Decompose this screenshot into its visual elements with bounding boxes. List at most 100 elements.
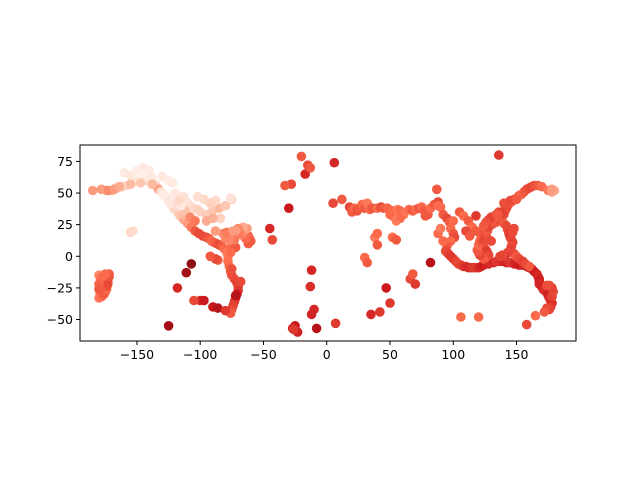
scatter-point bbox=[366, 309, 376, 320]
scatter-point bbox=[494, 150, 504, 160]
y-tick-label: 50 bbox=[57, 186, 73, 201]
scatter-point bbox=[337, 194, 347, 205]
scatter-point bbox=[530, 310, 541, 321]
scatter-point bbox=[87, 185, 98, 196]
scatter-point bbox=[448, 216, 459, 226]
scatter-point bbox=[425, 257, 436, 268]
x-tick-label: 0 bbox=[323, 347, 331, 362]
scatter-point bbox=[213, 303, 223, 313]
scatter-point bbox=[306, 265, 317, 276]
x-tick-label: −100 bbox=[183, 347, 217, 362]
y-tick-label: 75 bbox=[57, 154, 73, 169]
x-tick-label: −150 bbox=[120, 347, 154, 362]
scatter-point bbox=[456, 312, 466, 322]
scatter-point bbox=[478, 221, 489, 231]
scatter-point bbox=[208, 213, 218, 224]
scatter-point bbox=[284, 203, 294, 213]
scatter-point bbox=[473, 312, 484, 322]
scatter-point bbox=[435, 223, 446, 234]
scatter-point bbox=[165, 198, 175, 208]
scatter-point bbox=[190, 216, 200, 226]
y-tick-label: 0 bbox=[65, 249, 73, 264]
scatter-point bbox=[305, 281, 316, 292]
scatter-point bbox=[227, 264, 237, 274]
scatter-point bbox=[225, 193, 236, 203]
scatter-point bbox=[225, 247, 236, 258]
scatter-point bbox=[235, 276, 246, 287]
scatter-point bbox=[362, 257, 373, 268]
x-tick-label: 100 bbox=[441, 347, 465, 362]
scatter-point bbox=[199, 295, 209, 306]
scatter-point bbox=[547, 184, 557, 195]
scatter-point bbox=[511, 194, 522, 205]
scatter-point bbox=[385, 298, 395, 308]
scatter-point bbox=[385, 209, 395, 220]
scatter-point bbox=[492, 209, 503, 220]
scatter-point bbox=[265, 223, 275, 234]
scatter-point bbox=[486, 236, 497, 246]
scatter-point bbox=[147, 179, 157, 189]
scatter-point bbox=[205, 251, 216, 262]
scatter-point bbox=[230, 290, 241, 301]
scatter-point bbox=[181, 267, 192, 278]
y-axis: −50 −25 0 25 50 75 bbox=[47, 154, 80, 327]
x-axis: −150 −100 −50 0 50 100 150 bbox=[120, 341, 529, 362]
scatter-point bbox=[524, 261, 534, 272]
scatter-point bbox=[521, 319, 532, 330]
scatter-point bbox=[280, 180, 290, 191]
scatter-point bbox=[372, 228, 383, 239]
scatter-point bbox=[375, 307, 385, 317]
scatter-point bbox=[408, 269, 418, 279]
scatter-point bbox=[163, 321, 174, 331]
scatter-point bbox=[542, 280, 552, 291]
scatter-point bbox=[172, 283, 183, 293]
scatter-point bbox=[432, 184, 442, 195]
scatter-point bbox=[167, 178, 178, 188]
scatter-point bbox=[381, 283, 392, 293]
x-tick-label: 150 bbox=[505, 347, 529, 362]
scatter-point bbox=[330, 318, 341, 329]
scatter-point bbox=[267, 235, 278, 245]
scatter-point bbox=[189, 295, 199, 306]
scatter-point bbox=[495, 251, 505, 262]
scatter-point bbox=[306, 309, 317, 320]
scatter-point bbox=[125, 170, 136, 181]
scatter-point bbox=[210, 226, 221, 236]
scatter-point bbox=[391, 235, 402, 245]
scatter-point bbox=[228, 226, 238, 236]
scatter-point bbox=[464, 231, 475, 241]
scatter-point bbox=[329, 157, 340, 168]
y-tick-label: −25 bbox=[47, 280, 73, 295]
scatter-point bbox=[372, 240, 383, 250]
scatter-point bbox=[94, 284, 104, 295]
scatter-point bbox=[539, 307, 550, 317]
scatter-point bbox=[328, 198, 338, 208]
scatter-point bbox=[420, 211, 431, 221]
x-tick-label: 50 bbox=[382, 347, 398, 362]
scatter-point bbox=[438, 236, 448, 246]
scatter-point bbox=[311, 323, 322, 334]
scatter-point bbox=[192, 192, 203, 202]
scatter-point bbox=[289, 324, 299, 335]
scatter-point bbox=[410, 279, 421, 289]
scatter-point bbox=[135, 178, 146, 188]
scatter-point bbox=[125, 227, 136, 238]
scatter-point bbox=[173, 195, 184, 206]
scatter-point bbox=[215, 213, 226, 224]
scatter-point bbox=[114, 181, 124, 192]
scatter-point bbox=[125, 179, 136, 189]
scatter-point bbox=[220, 305, 231, 316]
scatter-point bbox=[98, 271, 108, 282]
scatter-point bbox=[220, 200, 231, 211]
scatter-point bbox=[144, 165, 155, 176]
y-tick-label: 25 bbox=[57, 217, 73, 232]
scatter-point bbox=[433, 200, 443, 211]
points-layer bbox=[87, 150, 560, 337]
plot-frame bbox=[79, 144, 577, 342]
x-tick-label: −50 bbox=[250, 347, 276, 362]
scatter-point bbox=[186, 259, 197, 269]
scatter-point bbox=[296, 151, 307, 162]
y-tick-label: −50 bbox=[47, 312, 73, 327]
